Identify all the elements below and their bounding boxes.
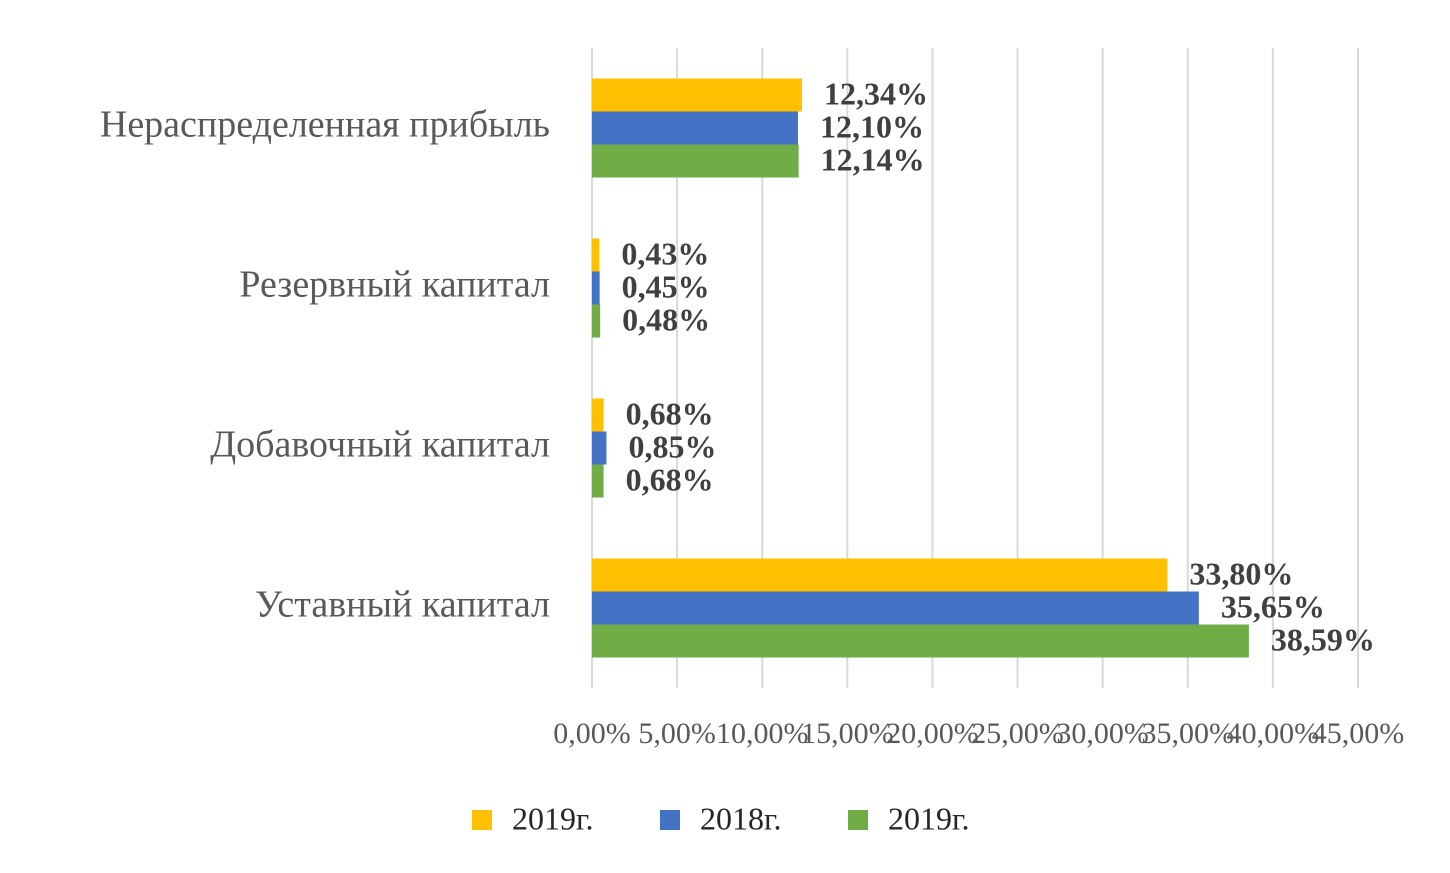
value-label: 12,34%: [824, 75, 928, 111]
legend-label: 2018г.: [700, 800, 782, 836]
value-label: 12,10%: [820, 108, 924, 144]
value-label: 0,45%: [622, 268, 710, 304]
x-tick-label: 40,00%: [1227, 717, 1320, 750]
category-label: Уставный капитал: [255, 584, 550, 626]
bar: [592, 271, 600, 305]
x-tick-label: 20,00%: [886, 717, 979, 750]
bar: [592, 624, 1249, 658]
x-tick-label: 10,00%: [716, 717, 809, 750]
value-label: 38,59%: [1271, 621, 1375, 657]
category-label: Резервный капитал: [239, 264, 550, 306]
legend-marker: [660, 810, 680, 830]
x-tick-label: 0,00%: [553, 717, 631, 750]
legend-marker: [848, 810, 868, 830]
bar: [592, 238, 600, 272]
value-label: 12,14%: [821, 141, 925, 177]
x-tick-label: 30,00%: [1056, 717, 1149, 750]
value-label: 0,85%: [628, 428, 716, 464]
legend-marker: [472, 810, 492, 830]
legend-label: 2019г.: [512, 800, 594, 836]
bar: [592, 558, 1168, 592]
bar: [592, 398, 604, 432]
value-label: 33,80%: [1189, 555, 1293, 591]
legend-label: 2019г.: [888, 800, 970, 836]
x-tick-label: 45,00%: [1312, 717, 1405, 750]
value-label: 0,48%: [622, 301, 710, 337]
bar: [592, 78, 803, 112]
bar: [592, 431, 607, 465]
x-tick-label: 35,00%: [1142, 717, 1235, 750]
bar: [592, 464, 604, 498]
value-label: 35,65%: [1221, 588, 1325, 624]
x-tick-label: 5,00%: [638, 717, 716, 750]
value-label: 0,43%: [621, 235, 709, 271]
bar: [592, 144, 799, 178]
x-tick-label: 25,00%: [971, 717, 1064, 750]
value-label: 0,68%: [626, 461, 714, 497]
value-label: 0,68%: [626, 395, 714, 431]
bar: [592, 111, 798, 145]
bar: [592, 304, 601, 338]
category-label: Добавочный капитал: [210, 424, 550, 466]
bar: [592, 591, 1199, 625]
category-label: Нераспределенная прибыль: [100, 104, 550, 146]
x-tick-label: 15,00%: [801, 717, 894, 750]
